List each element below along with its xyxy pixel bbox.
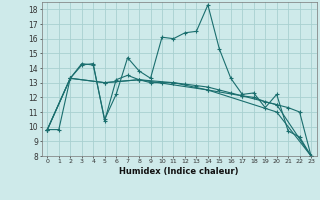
X-axis label: Humidex (Indice chaleur): Humidex (Indice chaleur) [119, 167, 239, 176]
